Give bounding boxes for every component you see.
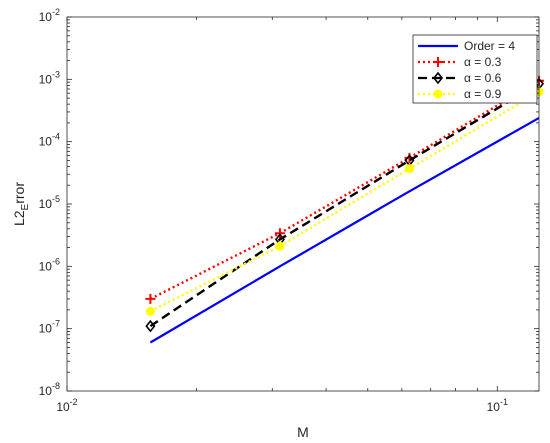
legend-entry: α = 0.9: [418, 87, 502, 101]
legend-entry: Order = 4: [418, 39, 515, 53]
y-tick-label-exp: -5: [52, 194, 60, 204]
series-line: [149, 117, 540, 344]
legend-entry: α = 0.6: [418, 71, 502, 85]
legend-marker: [433, 89, 443, 99]
y-tick-label-base: 10: [39, 10, 53, 24]
y-tick-label-exp: -8: [52, 381, 60, 391]
y-tick-label-exp: -6: [52, 256, 60, 266]
legend-label: Order = 4: [464, 39, 515, 53]
y-tick-label-exp: -4: [52, 132, 60, 142]
data-point: [404, 164, 414, 174]
series-line: [149, 90, 540, 313]
legend-label: α = 0.9: [464, 87, 502, 101]
x-axis-label: M: [297, 424, 309, 440]
legend: Order = 4 α = 0.3 α = 0.6 α = 0.9: [412, 34, 538, 104]
y-tick-label-base: 10: [39, 135, 53, 149]
legend-label: α = 0.6: [464, 71, 502, 85]
y-axis-label-sub: E: [20, 203, 31, 210]
legend-label: α = 0.3: [464, 55, 502, 69]
y-tick-label: 10-3: [39, 69, 60, 86]
y-tick-label: 10-5: [39, 194, 60, 211]
tick-labels: 10-2 10-110-810-710-610-510-410-310-2: [39, 7, 508, 414]
legend-marker: [433, 57, 443, 67]
y-tick-label-base: 10: [39, 72, 53, 86]
y-tick-label-base: 10: [39, 197, 53, 211]
y-tick-label-base: 10: [39, 384, 53, 398]
y-axis-label-base: L2: [11, 210, 27, 226]
legend-marker: [432, 71, 444, 85]
x-tick-label: 10-2: [56, 397, 77, 414]
y-tick-label-exp: -3: [52, 69, 60, 79]
legend-entry: α = 0.3: [418, 55, 502, 69]
data-point: [145, 306, 155, 316]
x-tick-label-exp: -2: [70, 397, 78, 407]
series-line: [149, 82, 540, 328]
series-line: [149, 79, 540, 301]
y-tick-label: 10-7: [39, 319, 60, 336]
x-tick-label-exp: -1: [500, 397, 508, 407]
y-tick-label: 10-2: [39, 7, 60, 24]
y-axis-label: L2Error: [11, 182, 31, 226]
y-tick-label: 10-8: [39, 381, 60, 398]
legend-entries: Order = 4 α = 0.3 α = 0.6 α = 0.9: [418, 39, 515, 101]
x-tick-label-base: 10: [487, 400, 501, 414]
series-0: [149, 117, 540, 344]
x-tick-label-base: 10: [56, 400, 70, 414]
plot-frame: [66, 16, 540, 392]
data-point: [145, 293, 156, 304]
y-tick-label-exp: -2: [52, 7, 60, 17]
y-tick-label-exp: -7: [52, 319, 60, 329]
y-tick-label-base: 10: [39, 322, 53, 336]
y-tick-label: 10-6: [39, 256, 60, 273]
y-tick-label: 10-4: [39, 132, 60, 149]
y-tick-label-base: 10: [39, 259, 53, 273]
data-point: [145, 319, 156, 333]
y-axis-label-rest: rror: [11, 182, 27, 204]
data-point: [275, 241, 285, 251]
x-tick-label: 10-1: [487, 397, 508, 414]
